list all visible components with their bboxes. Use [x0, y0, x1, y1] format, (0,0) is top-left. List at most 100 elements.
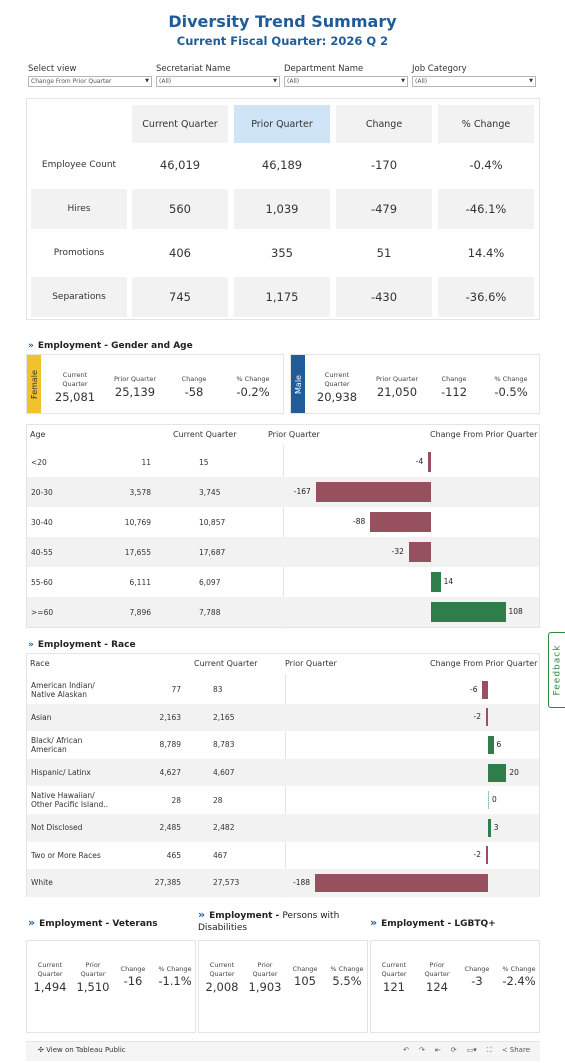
chevron-down-icon: ▼ [401, 78, 405, 84]
table-row: 55-60 6,111 6,097 14 [27, 567, 539, 597]
prior-quarter-value: 8,783 [213, 740, 235, 750]
current-quarter-value: 3,578 [129, 487, 151, 497]
current-quarter-value: 465 [166, 850, 181, 860]
chevron-right-icon: » [28, 916, 36, 929]
kpi: Prior Quarter 124 [424, 961, 450, 994]
kpi: % Change -1.1% [158, 965, 192, 988]
summary-cell: -479 [336, 189, 432, 229]
chevron-right-icon: » [198, 908, 206, 921]
secretariat-dropdown[interactable]: (All) ▼ [156, 76, 280, 87]
table-row: 30-40 10,769 10,857 -88 [27, 507, 539, 537]
redo-icon[interactable]: ↷ [419, 1046, 425, 1054]
device-preview-icon[interactable]: ▭▾ [466, 1046, 477, 1054]
view-on-tableau-link[interactable]: ✣ View on Tableau Public [38, 1046, 126, 1054]
change-label: -2 [473, 850, 481, 860]
change-label: 20 [509, 767, 519, 777]
chevron-down-icon: ▼ [145, 78, 149, 84]
change-bar [315, 482, 431, 502]
current-quarter-value: 17,655 [124, 547, 151, 557]
row-label: 30-40 [31, 517, 53, 527]
prior-quarter-value: 2,165 [213, 712, 235, 722]
section-title-gender-age: » Employment - Gender and Age [28, 341, 193, 351]
change-label: 14 [443, 577, 454, 586]
kpi: Current Quarter 2,008 [205, 961, 239, 994]
change-bar [370, 512, 431, 532]
prior-quarter-value: 83 [213, 685, 223, 695]
page-title: Diversity Trend Summary [168, 12, 397, 31]
change-label: 3 [493, 822, 499, 832]
change-bar [431, 572, 441, 592]
table-row: Black/ African American 8,789 8,783 6 [27, 731, 539, 759]
prior-quarter-value: 15 [199, 457, 209, 467]
kpi: Change 105 [292, 965, 318, 988]
revert-icon[interactable]: ⇤ [434, 1046, 441, 1054]
chevron-down-icon: ▼ [273, 78, 277, 84]
change-label: -188 [293, 877, 311, 887]
feedback-button[interactable]: Feedback [548, 632, 565, 708]
dropdown-value: (All) [415, 78, 428, 85]
change-label: -2 [473, 712, 481, 722]
filter-label: Department Name [284, 64, 364, 74]
chevron-right-icon: » [28, 341, 34, 351]
refresh-icon[interactable]: ⟳ [450, 1046, 457, 1054]
current-quarter-value: 28 [171, 795, 181, 805]
column-header: Change From Prior Quarter [430, 430, 538, 439]
summary-cell: 560 [132, 189, 228, 229]
table-row: American Indian/ Native Alaskan 77 83 -6 [27, 676, 539, 704]
fullscreen-icon[interactable]: ⛶ [486, 1046, 492, 1054]
undo-icon[interactable]: ↶ [403, 1046, 410, 1054]
dropdown-value: (All) [159, 78, 172, 85]
filter-label: Select view [28, 64, 77, 74]
current-quarter-value: 8,789 [159, 740, 181, 750]
prior-quarter-value: 6,097 [199, 577, 221, 587]
prior-quarter-value: 10,857 [199, 517, 226, 527]
share-icon: ≺ [501, 1046, 508, 1054]
row-label: >=60 [31, 607, 54, 617]
change-label: -88 [353, 517, 366, 526]
column-header: Prior Quarter [234, 105, 330, 143]
change-bar [428, 452, 431, 472]
column-header: Current Quarter [132, 105, 228, 143]
kpi: Current Quarter 25,081 [54, 371, 96, 404]
current-quarter-value: 2,163 [159, 712, 181, 722]
row-label: Hires [31, 189, 127, 229]
change-bar [408, 542, 431, 562]
table-row: Not Disclosed 2,485 2,482 3 [27, 814, 539, 842]
table-row: <20 11 15 -4 [27, 447, 539, 477]
summary-cell: 51 [376, 246, 392, 260]
row-label: 55-60 [31, 577, 53, 587]
summary-cell: 355 [271, 246, 293, 260]
section-title-race: » Employment - Race [28, 640, 136, 650]
table-row: White 27,385 27,573 -188 [27, 869, 539, 897]
filter-secretariat: Secretariat Name (All) ▼ [156, 64, 280, 87]
job-category-dropdown[interactable]: (All) ▼ [412, 76, 536, 87]
filter-label: Job Category [412, 64, 467, 74]
share-button[interactable]: ≺ Share [501, 1046, 530, 1054]
current-quarter-value: 7,896 [129, 607, 151, 617]
department-dropdown[interactable]: (All) ▼ [284, 76, 408, 87]
summary-cell: -0.4% [469, 158, 503, 172]
male-tile: Male Current Quarter 20,938 Prior Quarter… [290, 354, 540, 414]
current-quarter-value: 2,485 [159, 823, 181, 833]
column-header: Change From Prior Quarter [430, 659, 538, 668]
filter-label: Secretariat Name [156, 64, 231, 74]
change-bar [488, 735, 494, 754]
row-label: Black/ African American [31, 735, 83, 754]
column-header: % Change [438, 105, 534, 143]
current-quarter-value: 77 [171, 685, 181, 695]
current-quarter-value: 10,769 [124, 517, 151, 527]
change-bar [431, 602, 506, 622]
change-bar [488, 818, 491, 837]
change-label: -167 [293, 487, 311, 496]
select-view-dropdown[interactable]: Change From Prior Quarter ▼ [28, 76, 152, 87]
summary-cell: 46,019 [159, 158, 201, 172]
column-header: Change [336, 105, 432, 143]
summary-cell: -46.1% [438, 189, 534, 229]
prior-quarter-value: 467 [213, 850, 228, 860]
kpi: % Change -2.4% [502, 965, 536, 988]
prior-quarter-value: 28 [213, 795, 223, 805]
kpi: Prior Quarter 1,510 [76, 961, 110, 994]
current-quarter-value: 6,111 [129, 577, 151, 587]
kpi: % Change -0.2% [236, 375, 270, 399]
column-header: Prior Quarter [268, 430, 320, 439]
